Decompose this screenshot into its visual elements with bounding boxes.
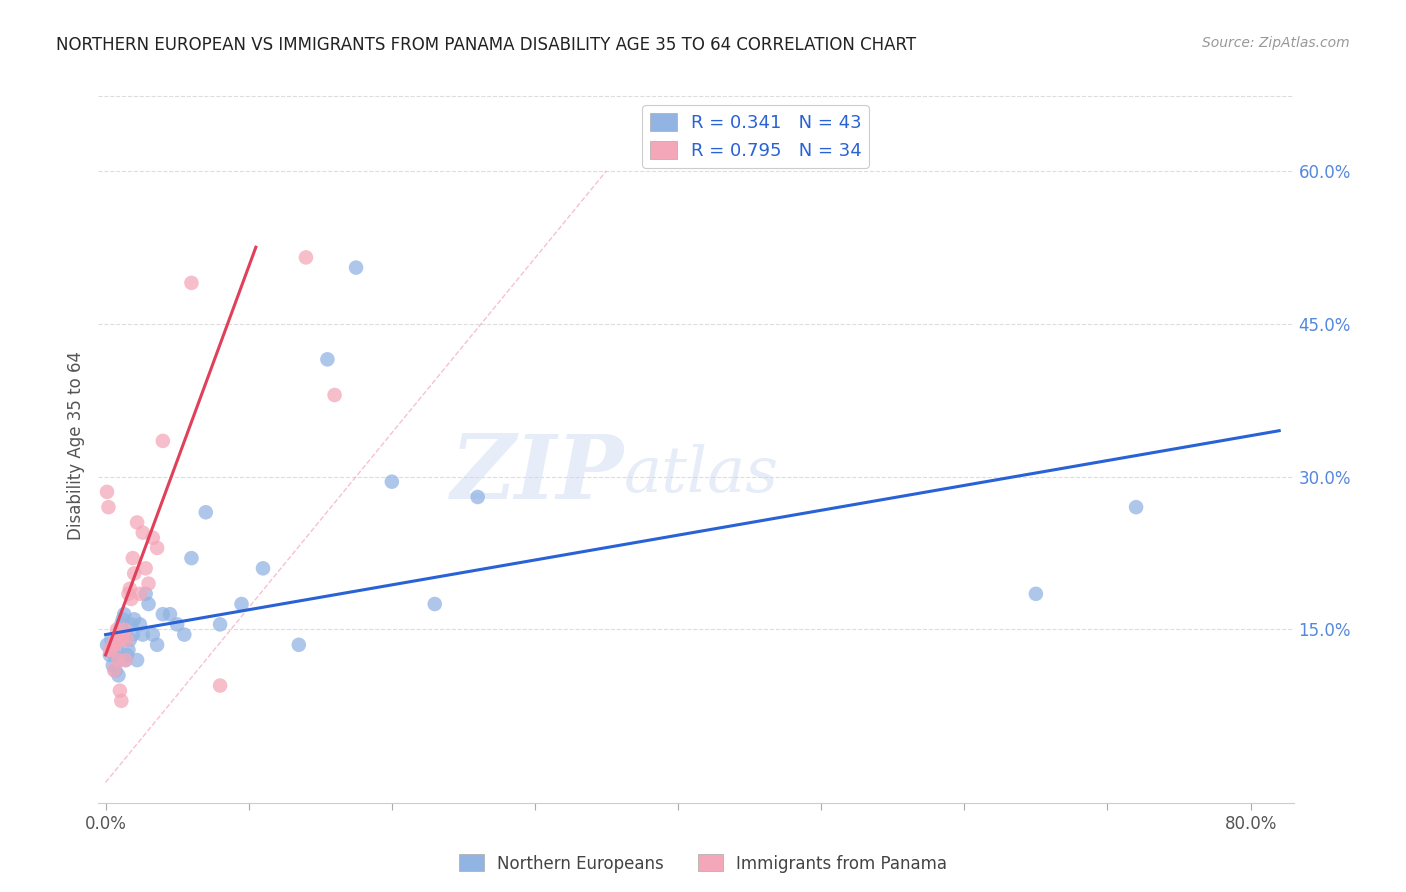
Point xyxy=(96,484,118,499)
Point xyxy=(98,643,121,657)
Point xyxy=(107,653,129,667)
Point xyxy=(120,591,142,606)
Point xyxy=(117,643,139,657)
Text: atlas: atlas xyxy=(624,443,779,506)
Point xyxy=(146,541,169,555)
Point xyxy=(121,551,143,566)
Point xyxy=(97,500,120,515)
Point xyxy=(104,663,127,677)
Point xyxy=(166,617,188,632)
Point xyxy=(152,607,174,622)
Point xyxy=(112,607,135,622)
Point xyxy=(108,683,131,698)
Point xyxy=(125,516,148,530)
Point xyxy=(100,632,122,647)
Point xyxy=(142,627,165,641)
Point xyxy=(101,658,124,673)
Point xyxy=(104,632,127,647)
Text: NORTHERN EUROPEAN VS IMMIGRANTS FROM PANAMA DISABILITY AGE 35 TO 64 CORRELATION : NORTHERN EUROPEAN VS IMMIGRANTS FROM PAN… xyxy=(56,36,917,54)
Point xyxy=(132,525,155,540)
Point xyxy=(110,694,132,708)
Point xyxy=(120,617,142,632)
Point xyxy=(152,434,174,448)
Point xyxy=(121,627,143,641)
Point xyxy=(115,648,138,662)
Point xyxy=(180,551,202,566)
Point xyxy=(111,627,134,641)
Point xyxy=(125,653,148,667)
Point xyxy=(111,612,134,626)
Point xyxy=(96,638,118,652)
Point xyxy=(423,597,446,611)
Point xyxy=(316,352,339,367)
Point xyxy=(209,679,232,693)
Point xyxy=(105,643,128,657)
Point xyxy=(117,587,139,601)
Point xyxy=(135,561,157,575)
Point xyxy=(180,276,202,290)
Point xyxy=(129,587,152,601)
Point xyxy=(122,612,145,626)
Point xyxy=(135,587,157,601)
Point xyxy=(138,576,160,591)
Point xyxy=(118,582,141,596)
Point xyxy=(105,623,128,637)
Point xyxy=(108,623,131,637)
Point xyxy=(132,627,155,641)
Point xyxy=(231,597,253,611)
Point xyxy=(114,653,136,667)
Point xyxy=(104,638,127,652)
Legend: R = 0.341   N = 43, R = 0.795   N = 34: R = 0.341 N = 43, R = 0.795 N = 34 xyxy=(643,105,869,168)
Point xyxy=(209,617,232,632)
Point xyxy=(142,531,165,545)
Point xyxy=(115,632,138,647)
Point xyxy=(323,388,346,402)
Text: ZIP: ZIP xyxy=(451,432,624,517)
Point xyxy=(194,505,217,519)
Point xyxy=(112,623,135,637)
Point xyxy=(344,260,367,275)
Point xyxy=(100,643,122,657)
Point xyxy=(101,638,124,652)
Point xyxy=(122,566,145,581)
Point xyxy=(295,251,318,265)
Legend: Northern Europeans, Immigrants from Panama: Northern Europeans, Immigrants from Pana… xyxy=(453,847,953,880)
Point xyxy=(467,490,489,504)
Point xyxy=(252,561,274,575)
Point xyxy=(114,653,136,667)
Point xyxy=(146,638,169,652)
Point xyxy=(159,607,181,622)
Point xyxy=(1025,587,1047,601)
Point xyxy=(103,663,125,677)
Point xyxy=(110,617,132,632)
Point xyxy=(108,632,131,647)
Point xyxy=(98,648,121,662)
Point xyxy=(103,648,125,662)
Point xyxy=(138,597,160,611)
Text: Source: ZipAtlas.com: Source: ZipAtlas.com xyxy=(1202,36,1350,50)
Y-axis label: Disability Age 35 to 64: Disability Age 35 to 64 xyxy=(66,351,84,541)
Point xyxy=(118,632,141,647)
Point xyxy=(173,627,195,641)
Point xyxy=(288,638,311,652)
Point xyxy=(381,475,404,489)
Point xyxy=(1125,500,1147,515)
Point xyxy=(107,668,129,682)
Point xyxy=(129,617,152,632)
